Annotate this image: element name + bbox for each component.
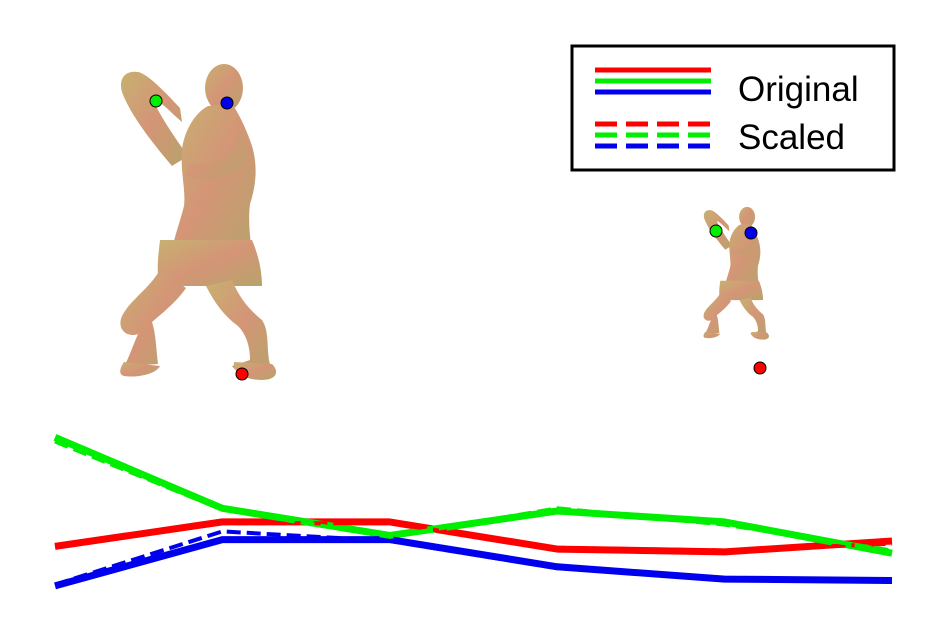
legend-label-original: Original <box>738 70 859 109</box>
keypoint-foot-marker <box>753 361 767 375</box>
legend-box <box>570 44 896 172</box>
keypoint-hand-marker <box>149 94 163 108</box>
figure-original <box>120 64 277 381</box>
series-line-blue-dashed <box>54 529 893 587</box>
keypoint-head-marker <box>744 226 758 240</box>
keypoint-hand-marker <box>709 224 723 238</box>
keypoint-head-marker <box>220 96 234 110</box>
legend: Original Scaled <box>570 44 896 172</box>
legend-swatch-original <box>595 67 711 95</box>
series-line-green-dashed <box>54 439 893 553</box>
legend-swatch-scaled <box>595 121 711 149</box>
keypoint-foot-marker <box>235 367 249 381</box>
series-line-red-dashed <box>54 521 893 553</box>
legend-label-scaled: Scaled <box>738 118 845 157</box>
keypoint-curves-plot <box>53 434 893 590</box>
